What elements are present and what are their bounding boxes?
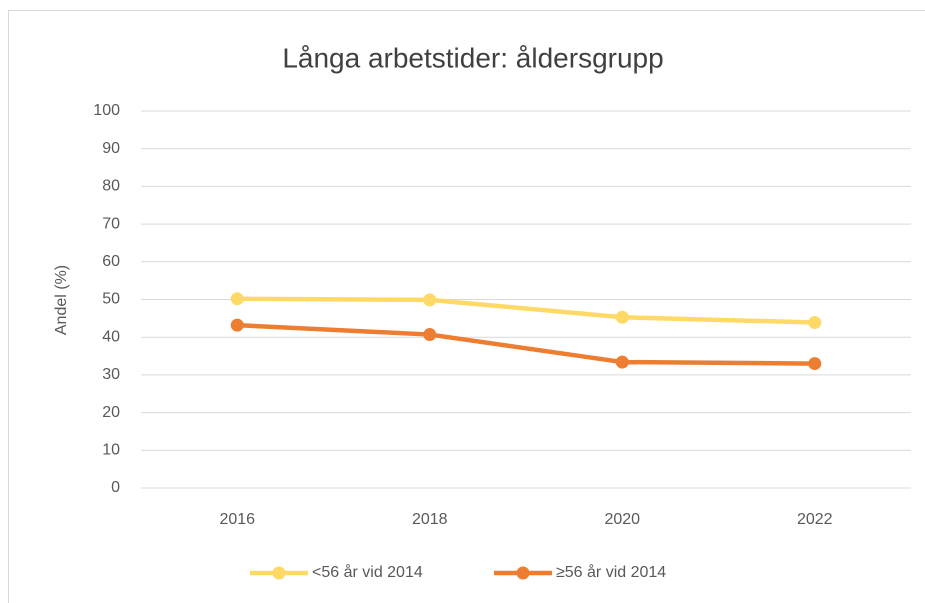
series-line [237, 296, 815, 325]
data-point [615, 310, 629, 324]
y-tick-label: 60 [102, 253, 120, 270]
chart-title: Långa arbetstider: åldersgrupp [282, 42, 663, 73]
data-point [808, 357, 822, 371]
y-tick-label: 20 [102, 404, 120, 421]
data-point [423, 293, 437, 307]
y-tick-label: 80 [102, 178, 120, 195]
chart-border [8, 10, 925, 603]
x-tick-label: 2016 [219, 511, 255, 528]
y-tick-label: 10 [102, 442, 120, 459]
data-point [230, 292, 244, 306]
data-point [230, 318, 244, 332]
y-axis-label: Andel (%) [53, 265, 70, 335]
legend-label: <56 år vid 2014 [312, 563, 423, 581]
x-tick-label: 2020 [604, 511, 640, 528]
series-line [237, 322, 815, 366]
y-tick-label: 70 [102, 215, 120, 232]
y-tick-label: 90 [102, 140, 120, 157]
y-tick-label: 100 [93, 102, 120, 119]
x-tick-label: 2022 [797, 511, 833, 528]
x-tick-label: 2018 [412, 511, 448, 528]
legend-marker [516, 566, 530, 580]
y-tick-label: 0 [111, 479, 120, 496]
data-point [423, 328, 437, 342]
y-tick-label: 30 [102, 366, 120, 383]
data-point [615, 355, 629, 369]
legend-marker [272, 566, 286, 580]
y-tick-label: 40 [102, 328, 120, 345]
data-point [808, 315, 822, 329]
legend-label: ≥56 år vid 2014 [556, 563, 666, 581]
y-tick-label: 50 [102, 291, 120, 308]
